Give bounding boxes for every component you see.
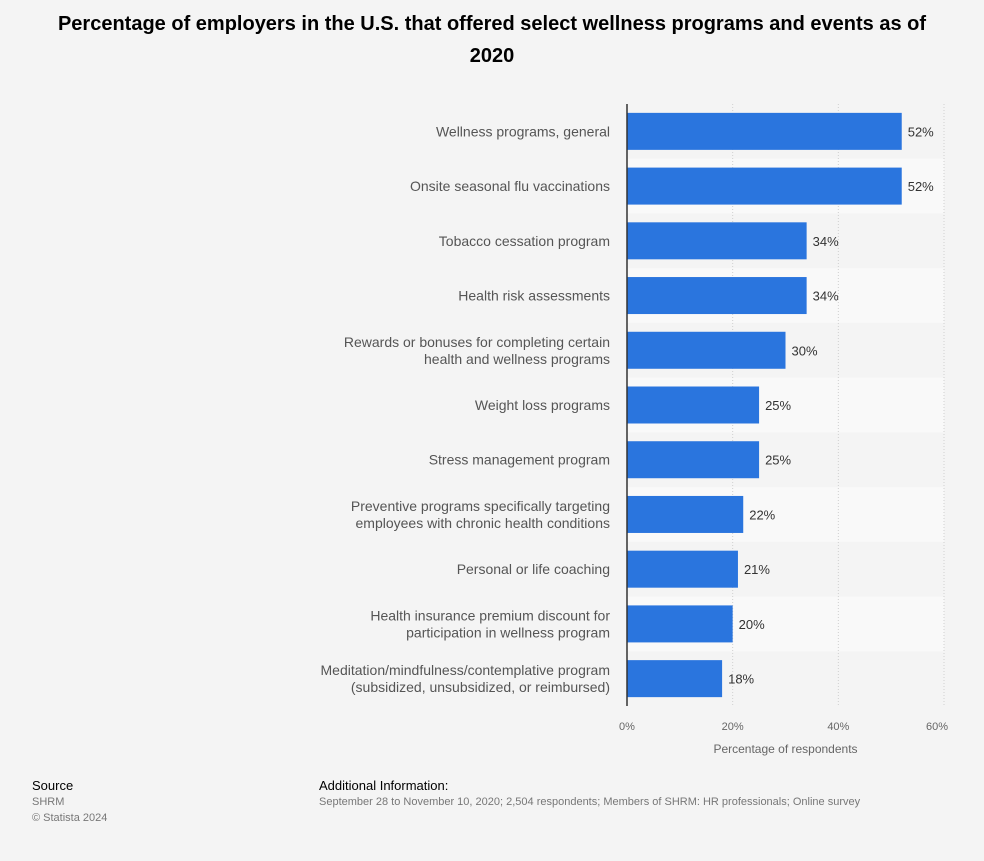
bar [627, 222, 807, 260]
category-label: Preventive programs specifically targeti… [351, 498, 610, 514]
category-label: Meditation/mindfulness/contemplative pro… [321, 662, 610, 678]
additional-info-text: September 28 to November 10, 2020; 2,504… [319, 796, 861, 808]
bar [627, 605, 733, 643]
bar [627, 660, 723, 698]
category-label: (subsidized, unsubsidized, or reimbursed… [351, 679, 610, 695]
source-name[interactable]: SHRM [32, 796, 65, 808]
data-label: 52% [908, 179, 934, 194]
data-label: 25% [765, 398, 791, 413]
chart-title: Percentage of employers in the U.S. that… [57, 13, 927, 67]
bar [627, 386, 760, 424]
x-tick-label: 20% [722, 721, 744, 733]
data-label: 25% [765, 453, 791, 468]
bar [627, 167, 902, 205]
additional-info-heading: Additional Information: [319, 778, 449, 793]
data-label: 20% [739, 617, 765, 632]
category-label: Weight loss programs [475, 397, 610, 413]
x-axis-label: Percentage of respondents [713, 742, 857, 756]
bar-chart: 0% 20% 40% 60% Percentage of respondents 52% W… [321, 104, 948, 756]
category-label: Wellness programs, general [436, 123, 610, 139]
additional-info-block: Additional Information: September 28 to … [319, 778, 860, 810]
data-label: 22% [749, 507, 775, 522]
bar [627, 550, 738, 588]
category-label: Tobacco cessation program [439, 233, 610, 249]
x-tick-label: 0% [619, 721, 635, 733]
data-label: 30% [792, 343, 818, 358]
source-block: Source SHRM © Statista 2024 [32, 778, 107, 826]
category-label: Health risk assessments [458, 288, 610, 304]
bar [627, 331, 786, 369]
category-label: Rewards or bonuses for completing certai… [344, 334, 610, 350]
category-label: Onsite seasonal flu vaccinations [410, 178, 610, 194]
data-label: 21% [744, 562, 770, 577]
category-label: health and wellness programs [424, 351, 610, 367]
x-tick-label: 40% [827, 721, 849, 733]
data-label: 34% [813, 234, 839, 249]
category-label: Personal or life coaching [457, 561, 610, 577]
category-label: employees with chronic health conditions [356, 515, 610, 531]
x-tick-label: 60% [926, 721, 948, 733]
data-label: 52% [908, 124, 934, 139]
data-label: 18% [728, 672, 754, 687]
category-label: Stress management program [429, 452, 610, 468]
category-label: participation in wellness program [406, 624, 610, 640]
bar [627, 495, 744, 533]
copyright: © Statista 2024 [32, 812, 108, 824]
bar [627, 441, 760, 479]
bar [627, 277, 807, 315]
category-label: Health insurance premium discount for [370, 607, 610, 623]
source-heading: Source [32, 778, 74, 793]
bar [627, 112, 902, 150]
data-label: 34% [813, 289, 839, 304]
